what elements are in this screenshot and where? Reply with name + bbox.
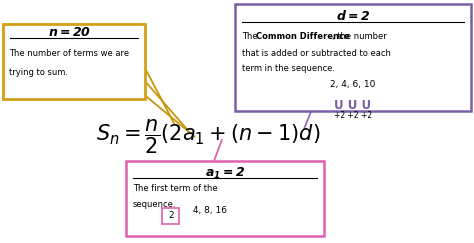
Text: The: The <box>242 32 260 41</box>
Text: trying to sum.: trying to sum. <box>9 68 68 77</box>
Text: $S_n = \dfrac{n}{2}(2a_1 + (n-1)d)$: $S_n = \dfrac{n}{2}(2a_1 + (n-1)d)$ <box>96 118 321 156</box>
Text: $\bfit{n = 20}$: $\bfit{n = 20}$ <box>47 26 91 39</box>
FancyBboxPatch shape <box>126 161 324 236</box>
Text: 4, 8, 16: 4, 8, 16 <box>190 206 227 215</box>
Text: , the number: , the number <box>331 32 386 41</box>
FancyBboxPatch shape <box>162 208 179 224</box>
Text: $\bfit{d = 2}$: $\bfit{d = 2}$ <box>336 9 370 23</box>
Text: term in the sequence.: term in the sequence. <box>242 63 335 72</box>
Text: U U U: U U U <box>334 99 371 112</box>
FancyBboxPatch shape <box>3 24 145 99</box>
Text: that is added or subtracted to each: that is added or subtracted to each <box>242 49 391 58</box>
Text: sequence.: sequence. <box>133 200 176 209</box>
Text: $\bfit{a_1 = 2}$: $\bfit{a_1 = 2}$ <box>205 166 246 181</box>
Text: 2: 2 <box>168 211 173 220</box>
FancyBboxPatch shape <box>235 4 471 111</box>
Text: The number of terms we are: The number of terms we are <box>9 49 129 58</box>
Text: The first term of the: The first term of the <box>133 184 218 193</box>
Text: +2 +2 +2: +2 +2 +2 <box>334 111 372 120</box>
Text: Common Difference: Common Difference <box>256 32 350 41</box>
Text: 2, 4, 6, 10: 2, 4, 6, 10 <box>330 80 375 89</box>
